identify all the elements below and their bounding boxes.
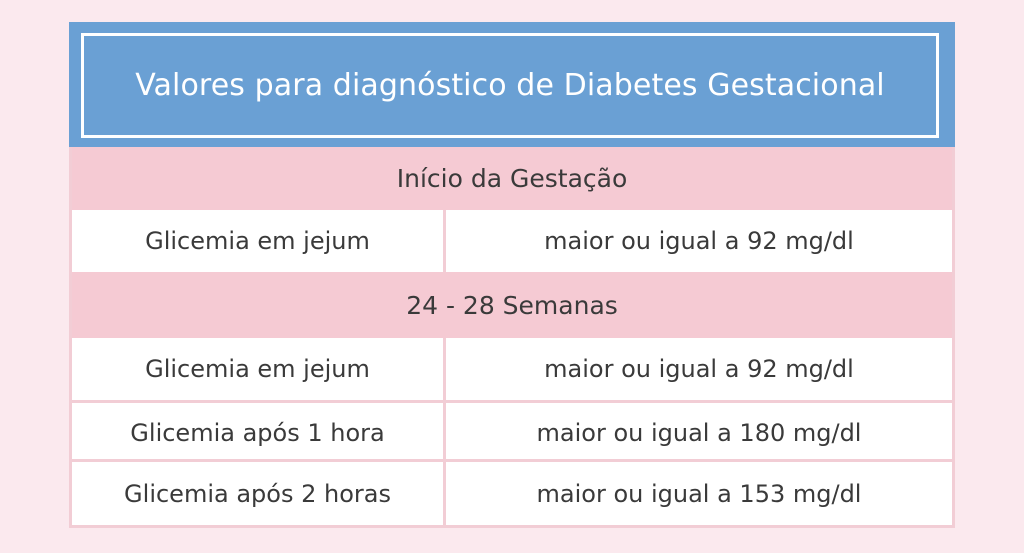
test-name-cell: Glicemia em jejum — [72, 210, 446, 272]
section-heading-24-28-semanas: 24 - 28 Semanas — [72, 272, 952, 338]
header-frame: Valores para diagnóstico de Diabetes Ges… — [81, 33, 939, 138]
table-row: Glicemia em jejum maior ou igual a 92 mg… — [72, 338, 952, 400]
test-value-cell: maior ou igual a 153 mg/dl — [536, 479, 862, 508]
table-row: Glicemia após 2 horas maior ou igual a 1… — [72, 459, 952, 525]
test-name-cell: Glicemia em jejum — [72, 338, 446, 400]
test-name-cell: Glicemia após 2 horas — [72, 462, 446, 525]
test-value-cell: maior ou igual a 92 mg/dl — [544, 227, 854, 255]
section-heading-inicio: Início da Gestação — [72, 147, 952, 210]
table-row: Glicemia em jejum maior ou igual a 92 mg… — [72, 210, 952, 272]
test-value-cell: maior ou igual a 180 mg/dl — [536, 418, 862, 447]
table-title: Valores para diagnóstico de Diabetes Ges… — [135, 68, 885, 103]
table-header: Valores para diagnóstico de Diabetes Ges… — [69, 22, 955, 147]
table-row: Glicemia após 1 hora maior ou igual a 18… — [72, 400, 952, 462]
diabetes-criteria-table: Valores para diagnóstico de Diabetes Ges… — [69, 22, 955, 528]
test-name-cell: Glicemia após 1 hora — [72, 403, 446, 462]
test-value-cell: maior ou igual a 92 mg/dl — [544, 355, 854, 383]
